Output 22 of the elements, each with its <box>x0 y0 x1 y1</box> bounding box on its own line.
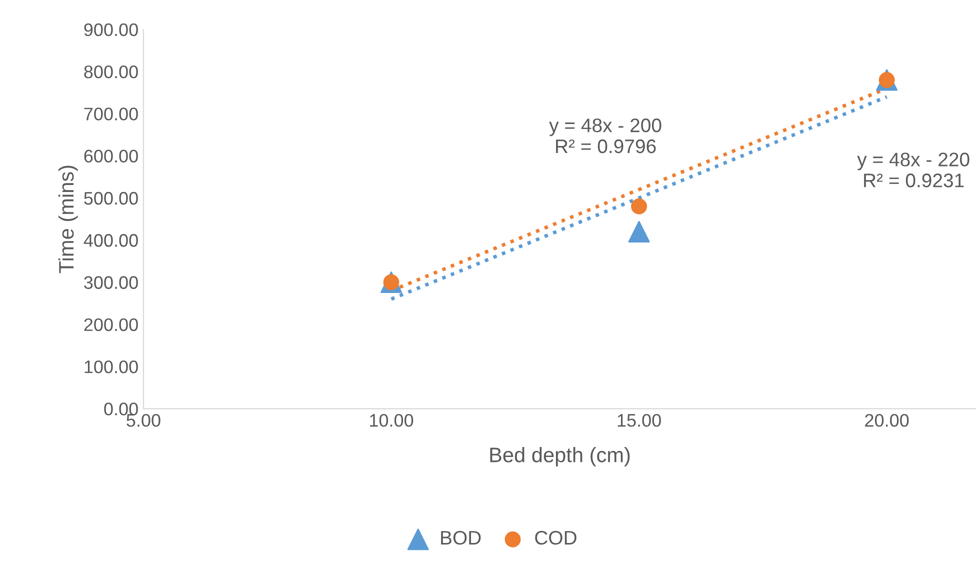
x-tick-label: 10.00 <box>370 414 414 427</box>
annotation: y = 48x - 220 R² = 0.9231 <box>857 152 970 188</box>
y-tick-label: 200.00 <box>84 318 138 332</box>
y-tick-label: 900.00 <box>84 23 138 36</box>
legend-label: BOD <box>441 530 481 545</box>
y-tick-label: 800.00 <box>84 66 138 78</box>
x-tick-label: 5.00 <box>126 414 160 427</box>
y-tick-label: 300.00 <box>84 276 138 289</box>
annotation: y = 48x - 200 R² = 0.9796 <box>549 118 662 154</box>
y-tick-label: 600.00 <box>84 150 138 163</box>
y-tick-label: 100.00 <box>84 360 138 374</box>
x-axis-title: Bed depth (cm) <box>490 447 630 466</box>
y-tick-label: 500.00 <box>84 192 138 205</box>
y-tick-label: 700.00 <box>84 108 138 120</box>
y-axis-title: Time (mins) <box>58 166 78 274</box>
x-tick-label: 15.00 <box>618 414 661 427</box>
y-tick-label: 400.00 <box>84 234 138 247</box>
point <box>631 198 648 214</box>
legend-label: COD <box>535 530 576 545</box>
x-tick-label: 20.00 <box>865 414 909 427</box>
point <box>628 220 650 242</box>
y-tick-label: 0.00 <box>104 402 138 416</box>
